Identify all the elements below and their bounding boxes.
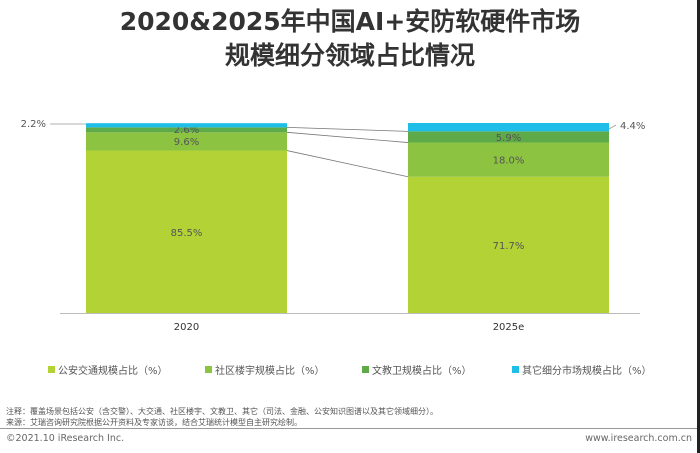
bar-segment [86,123,287,128]
legend-item-education-health: 文教卫规模占比（%） [362,362,472,377]
data-label: 18.0% [493,156,525,167]
chart-title-line2: 规模细分领域占比情况 [224,41,475,70]
data-label: 5.9% [496,133,521,144]
x-tick-label: 2025e [493,322,525,333]
connector-line [286,150,409,178]
legend-label: 其它细分市场规模占比（%） [522,366,652,377]
data-label: 2.2% [21,119,46,130]
legend-item-public-security: 公安交通规模占比（%） [48,362,168,377]
window-edge [697,0,700,453]
x-tick-label: 2020 [174,322,199,333]
bar-segment [408,123,609,132]
data-label: 71.7% [493,241,525,252]
bar-segment [408,131,609,143]
data-label: 4.4% [620,121,645,132]
legend-item-community: 社区楼宇规模占比（%） [205,362,325,377]
source-text: 来源：艾瑞咨询研究院根据公开资料及专家访谈，结合艾瑞统计模型自主研究绘制。 [6,418,302,427]
chart-title-line1: 2020&2025年中国AI+安防软硬件市场 [119,7,581,36]
bar-segment [86,127,287,133]
connector-line [286,126,409,132]
data-label: 9.6% [174,137,199,148]
legend-label: 社区楼宇规模占比（%） [215,366,325,377]
bar-segment [408,176,609,313]
copyright: ©2021.10 iResearch Inc. [6,433,125,444]
note-text: 注释：覆盖场景包括公安（含交警）、大交通、社区楼宇、文教卫、其它（司法、金融、公… [6,407,438,416]
legend-swatch [512,366,519,373]
footer-divider [0,428,697,429]
data-label: 2.6% [174,125,199,136]
leader-line [608,124,617,130]
stacked-bar-chart: 85.5% 9.6%2.6% 2.2% 2020 71.7% 18.0% 5.9% 4.4% 2… [21,119,646,333]
legend-swatch [205,366,212,373]
bar-segment [86,132,287,151]
legend-swatch [48,366,55,373]
bar-segment [408,142,609,177]
legend-label: 文教卫规模占比（%） [372,366,472,377]
data-label: 85.5% [171,228,203,239]
bar-segment [86,150,287,313]
legend-swatch [362,366,369,373]
legend-item-other: 其它细分市场规模占比（%） [512,362,652,377]
connector-line [286,131,409,143]
website: www.iresearch.com.cn [585,433,692,444]
legend-label: 公安交通规模占比（%） [58,366,168,377]
